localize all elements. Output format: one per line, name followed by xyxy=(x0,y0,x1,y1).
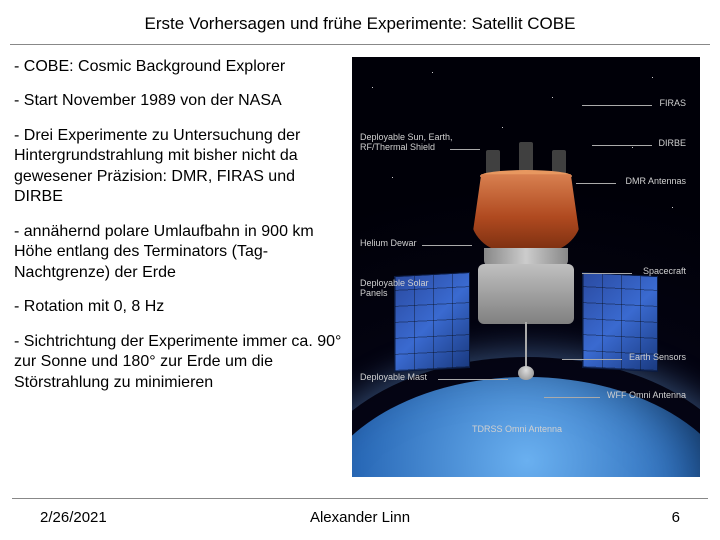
footer-author: Alexander Linn xyxy=(310,509,410,526)
footer: 2/26/2021 Alexander Linn 6 xyxy=(0,498,720,526)
label-antenna: WFF Omni Antenna xyxy=(607,391,686,401)
bullet-item: - Drei Experimente zu Untersuchung der H… xyxy=(14,126,346,208)
divider-bottom xyxy=(12,498,708,499)
label-dewar: Helium Dewar xyxy=(360,239,417,249)
bullet-item: - Rotation mit 0, 8 Hz xyxy=(14,297,346,317)
label-mast: Deployable Mast xyxy=(360,373,427,383)
bullet-item: - annähernd polare Umlaufbahn in 900 km … xyxy=(14,222,346,283)
label-dmr: DMR Antennas xyxy=(625,177,686,187)
footer-date: 2/26/2021 xyxy=(40,509,107,526)
page-title: Erste Vorhersagen und frühe Experimente:… xyxy=(0,14,720,34)
bullet-item: - Sichtrichtung der Experimente immer ca… xyxy=(14,332,346,393)
bullet-item: - Start November 1989 von der NASA xyxy=(14,91,346,111)
label-sensors: Earth Sensors xyxy=(629,353,686,363)
label-firas: FIRAS xyxy=(659,99,686,109)
label-dirbe: DIRBE xyxy=(658,139,686,149)
label-panels: Deployable Solar Panels xyxy=(360,279,450,299)
satellite-diagram: FIRAS DIRBE Deployable Sun, Earth, RF/Th… xyxy=(352,57,700,477)
label-tdrss: TDRSS Omni Antenna xyxy=(472,425,562,435)
footer-page: 6 xyxy=(672,509,680,526)
content-area: - COBE: Cosmic Background Explorer - Sta… xyxy=(0,45,720,477)
bullet-list: - COBE: Cosmic Background Explorer - Sta… xyxy=(14,57,346,477)
bullet-item: - COBE: Cosmic Background Explorer xyxy=(14,57,346,77)
label-spacecraft: Spacecraft xyxy=(643,267,686,277)
